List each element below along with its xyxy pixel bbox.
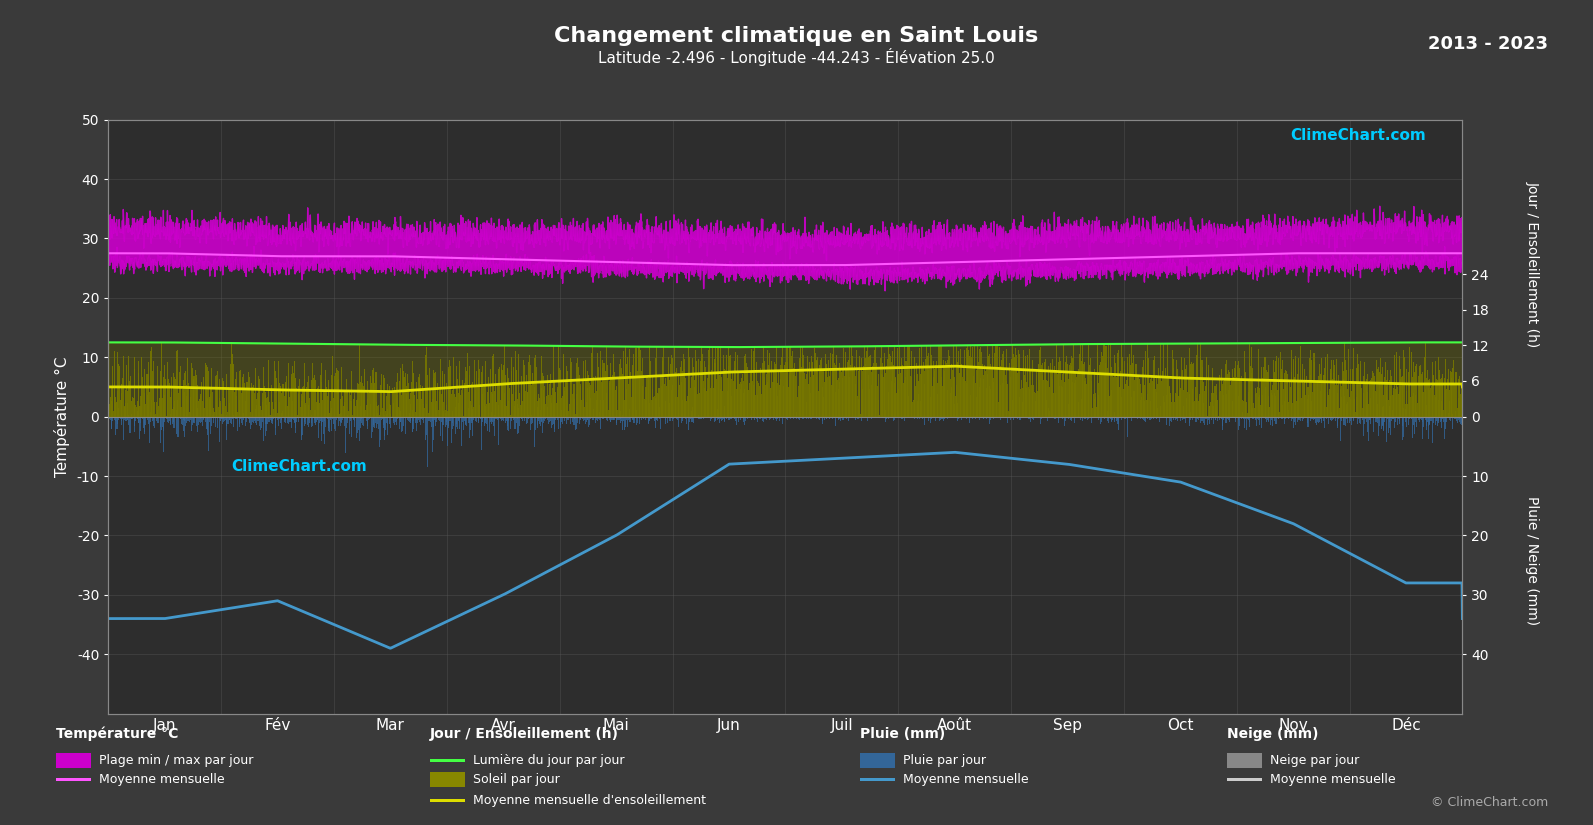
- Text: © ClimeChart.com: © ClimeChart.com: [1431, 795, 1548, 808]
- Text: Moyenne mensuelle d'ensoleillement: Moyenne mensuelle d'ensoleillement: [473, 794, 706, 807]
- Text: Moyenne mensuelle: Moyenne mensuelle: [903, 773, 1029, 786]
- Text: Latitude -2.496 - Longitude -44.243 - Élévation 25.0: Latitude -2.496 - Longitude -44.243 - Él…: [597, 48, 996, 66]
- Text: Moyenne mensuelle: Moyenne mensuelle: [1270, 773, 1395, 786]
- Text: Température °C: Température °C: [56, 727, 178, 742]
- Text: Jour / Ensoleillement (h): Jour / Ensoleillement (h): [1526, 181, 1539, 347]
- Text: Lumière du jour par jour: Lumière du jour par jour: [473, 754, 624, 767]
- Text: 2013 - 2023: 2013 - 2023: [1429, 35, 1548, 53]
- Text: Moyenne mensuelle: Moyenne mensuelle: [99, 773, 225, 786]
- Text: Pluie / Neige (mm): Pluie / Neige (mm): [1526, 497, 1539, 625]
- Text: ClimeChart.com: ClimeChart.com: [1290, 128, 1426, 143]
- Text: ClimeChart.com: ClimeChart.com: [231, 459, 366, 474]
- Text: Changement climatique en Saint Louis: Changement climatique en Saint Louis: [554, 26, 1039, 46]
- Text: Pluie (mm): Pluie (mm): [860, 728, 946, 742]
- Text: Soleil par jour: Soleil par jour: [473, 773, 559, 786]
- Text: Plage min / max par jour: Plage min / max par jour: [99, 754, 253, 767]
- Text: Neige (mm): Neige (mm): [1227, 728, 1317, 742]
- Text: Jour / Ensoleillement (h): Jour / Ensoleillement (h): [430, 728, 620, 742]
- Text: Neige par jour: Neige par jour: [1270, 754, 1359, 767]
- Text: Pluie par jour: Pluie par jour: [903, 754, 986, 767]
- Y-axis label: Température °C: Température °C: [54, 356, 70, 477]
